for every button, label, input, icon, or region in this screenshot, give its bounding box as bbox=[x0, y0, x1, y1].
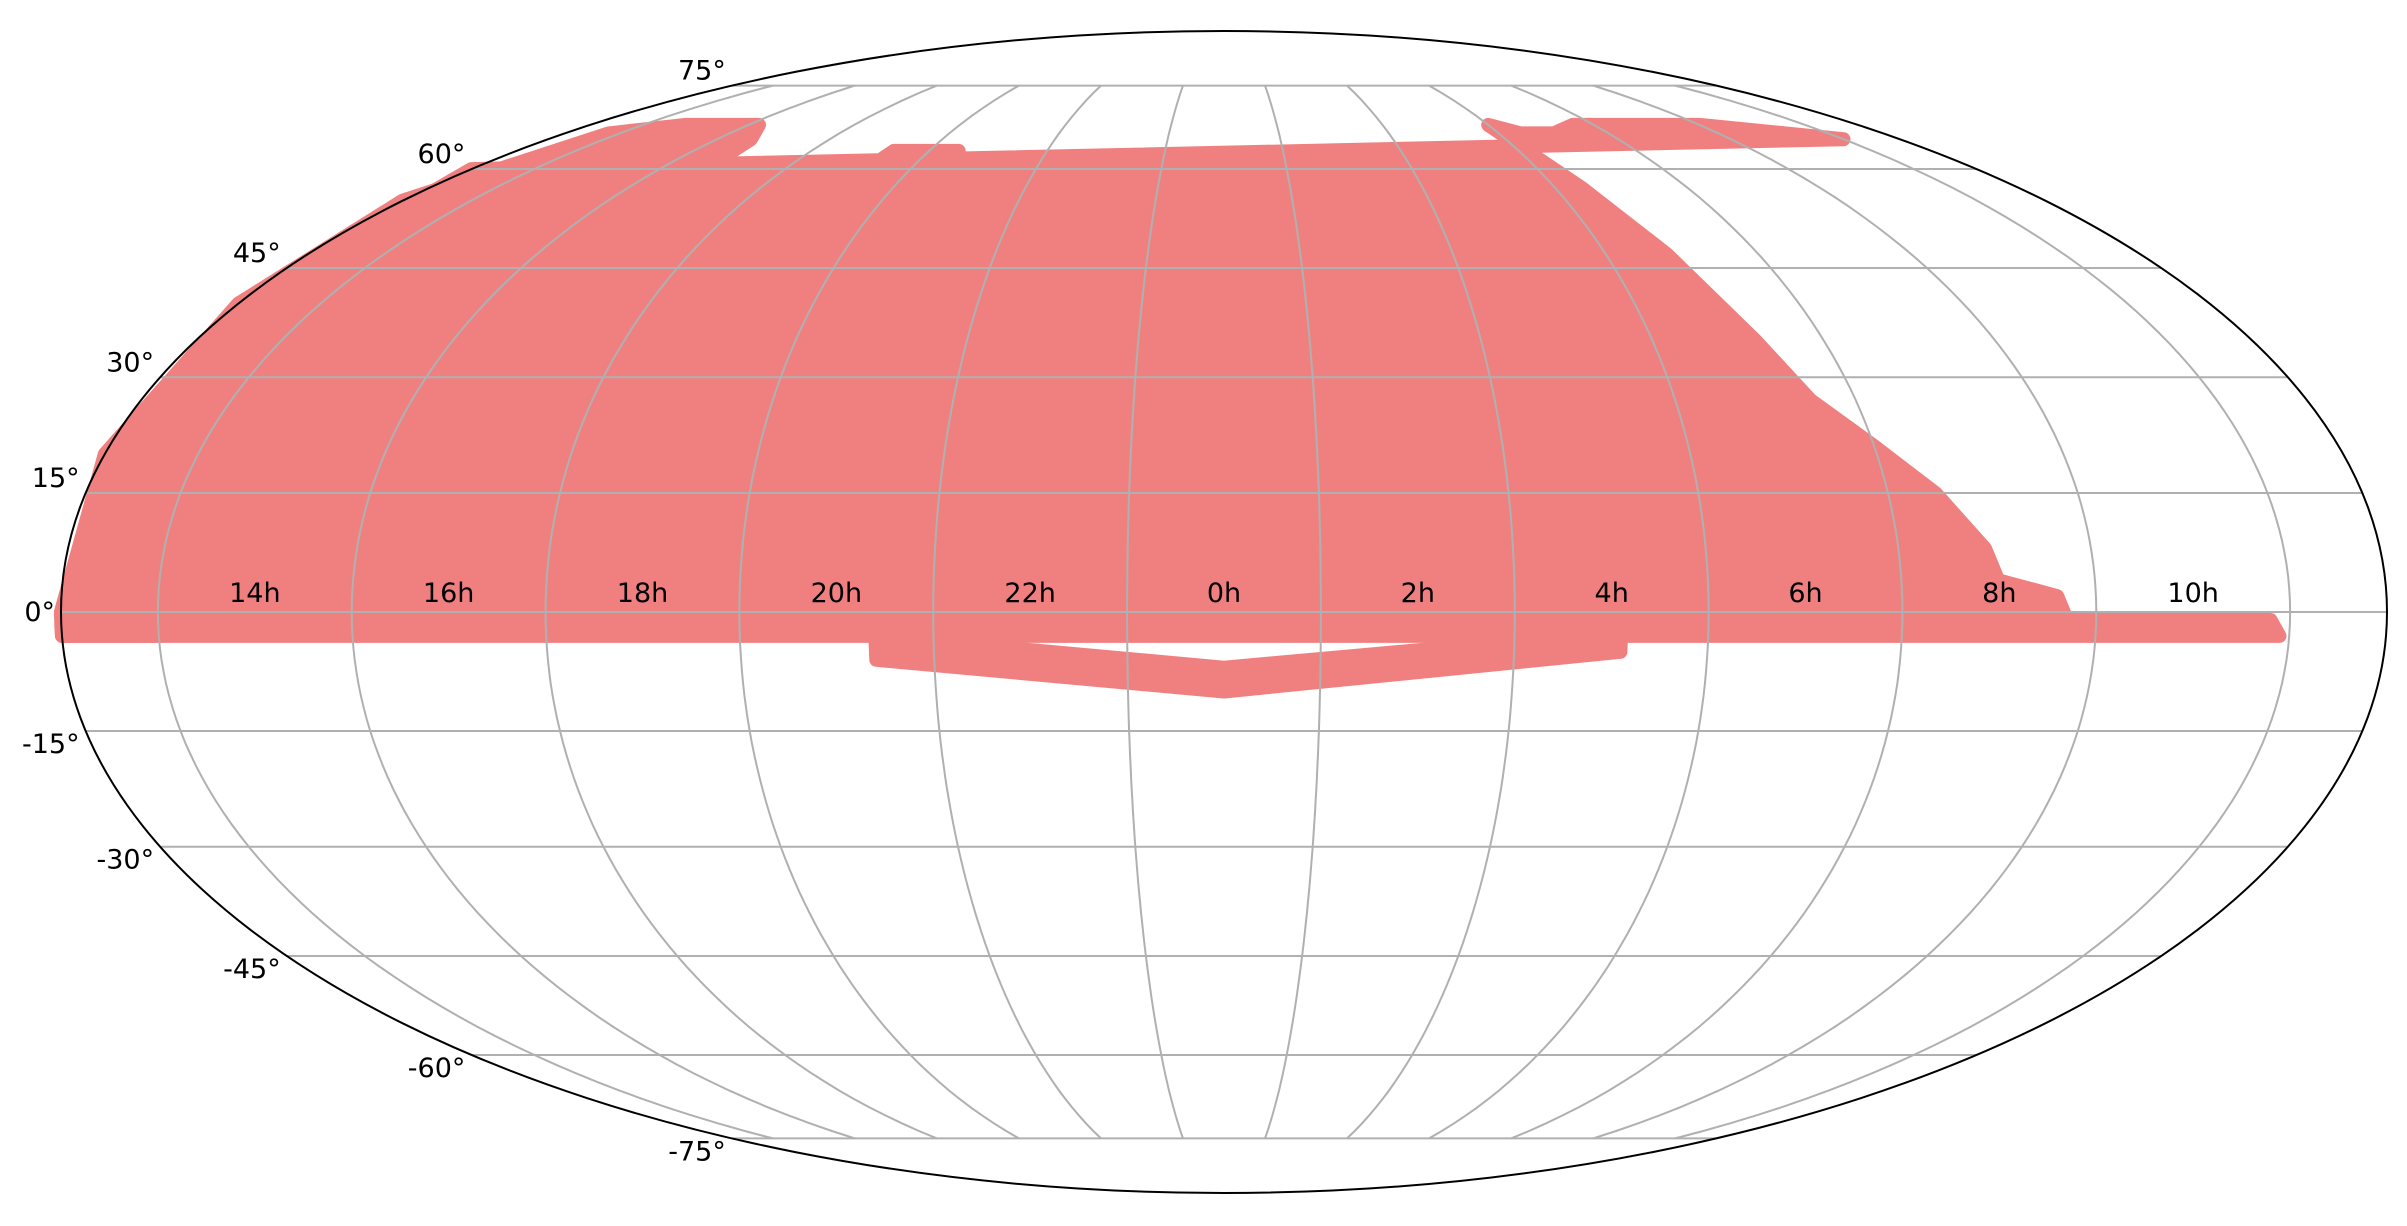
ra-tick-label: 0h bbox=[1207, 578, 1241, 609]
ra-tick-label: 16h bbox=[423, 578, 474, 609]
ra-tick-label: 6h bbox=[1788, 578, 1822, 609]
ra-tick-label: 4h bbox=[1595, 578, 1629, 609]
ra-gridline bbox=[1428, 84, 1710, 1140]
dec-tick-label: 0° bbox=[24, 597, 55, 628]
survey-footprints bbox=[54, 117, 2287, 699]
dec-tick-label: 45° bbox=[233, 238, 281, 269]
ra-gridline bbox=[350, 84, 856, 1140]
ra-gridline bbox=[1264, 85, 1322, 1139]
ra-tick-label: 10h bbox=[2167, 578, 2218, 609]
dec-tick-label: 75° bbox=[678, 56, 726, 87]
tick-labels: 14h 16h 18h 20h 22h 0h 2h 4h 6h 8h 10h 75° 60° 45° 30°… bbox=[22, 56, 2219, 1168]
dec-tick-label: 15° bbox=[32, 463, 80, 494]
ra-tick-label: 22h bbox=[1004, 578, 1055, 609]
projection-frame bbox=[60, 30, 2388, 1194]
ra-gridline bbox=[156, 84, 774, 1140]
graticule bbox=[61, 84, 2387, 1140]
ra-gridline bbox=[1592, 84, 2098, 1140]
ra-gridline bbox=[738, 84, 1020, 1140]
ra-gridline bbox=[1674, 84, 2292, 1140]
ra-gridline bbox=[544, 84, 938, 1140]
dec-tick-label: 30° bbox=[106, 347, 154, 378]
dec-tick-label: -45° bbox=[223, 954, 281, 985]
dec-tick-label: 60° bbox=[418, 139, 466, 170]
dec-tick-label: -30° bbox=[97, 845, 155, 876]
ra-gridline bbox=[932, 84, 1102, 1140]
dec-tick-label: -60° bbox=[408, 1053, 466, 1084]
ra-gridline bbox=[1346, 84, 1516, 1140]
ra-tick-label: 8h bbox=[1982, 578, 2016, 609]
ra-gridline bbox=[1126, 85, 1184, 1139]
ra-gridline bbox=[1510, 84, 1904, 1140]
ra-tick-label: 18h bbox=[617, 578, 668, 609]
footprint-stripe-north bbox=[900, 501, 1472, 564]
dec-tick-label: -75° bbox=[668, 1136, 726, 1167]
ra-tick-label: 20h bbox=[811, 578, 862, 609]
dec-tick-label: -15° bbox=[22, 729, 80, 760]
ra-tick-label: 2h bbox=[1401, 578, 1435, 609]
footprint-north-patch bbox=[793, 143, 966, 221]
ra-tick-label: 14h bbox=[229, 578, 280, 609]
